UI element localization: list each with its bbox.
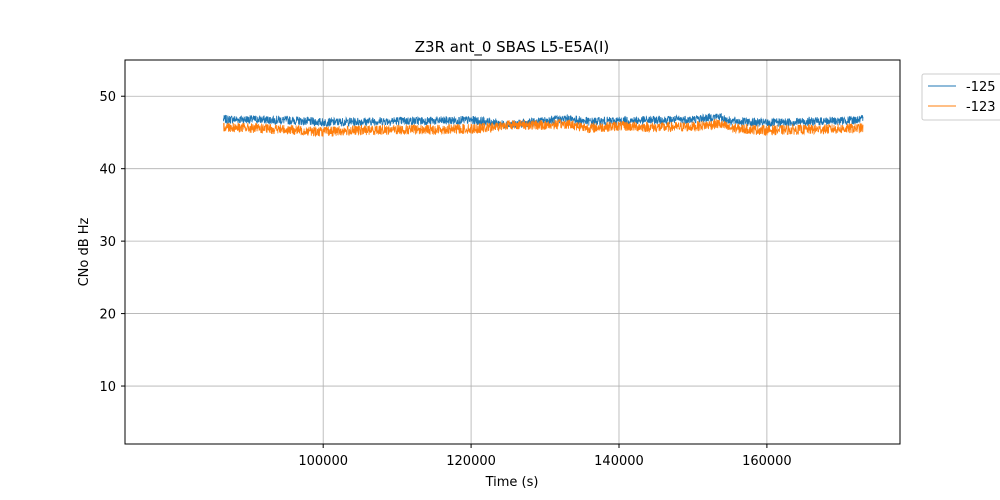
legend-label-series-2: -123 — [966, 100, 996, 115]
x-tick-label: 120000 — [446, 454, 496, 469]
x-tick-label: 140000 — [594, 454, 644, 469]
tick-layer: 100000 120000 140000 160000 10 20 30 40 50 — [99, 90, 791, 469]
y-tick-label: 50 — [99, 90, 116, 105]
x-tick-label: 160000 — [742, 454, 792, 469]
legend: -125 -123 — [921, 73, 1000, 121]
x-tick-label: 100000 — [298, 454, 348, 469]
series-layer — [222, 113, 864, 138]
plot-frame — [124, 59, 901, 445]
y-tick-label: 40 — [99, 163, 116, 178]
y-tick-label: 20 — [99, 308, 116, 323]
x-axis-label: Time (s) — [485, 475, 539, 490]
y-tick-label: 30 — [99, 235, 116, 250]
y-tick-label: 10 — [99, 380, 116, 395]
series-line-2 — [223, 118, 864, 138]
y-axis-label: CNo dB Hz — [77, 217, 92, 286]
chart-title: Z3R ant_0 SBAS L5-E5A(I) — [415, 38, 610, 57]
legend-label-series-1: -125 — [966, 80, 996, 95]
